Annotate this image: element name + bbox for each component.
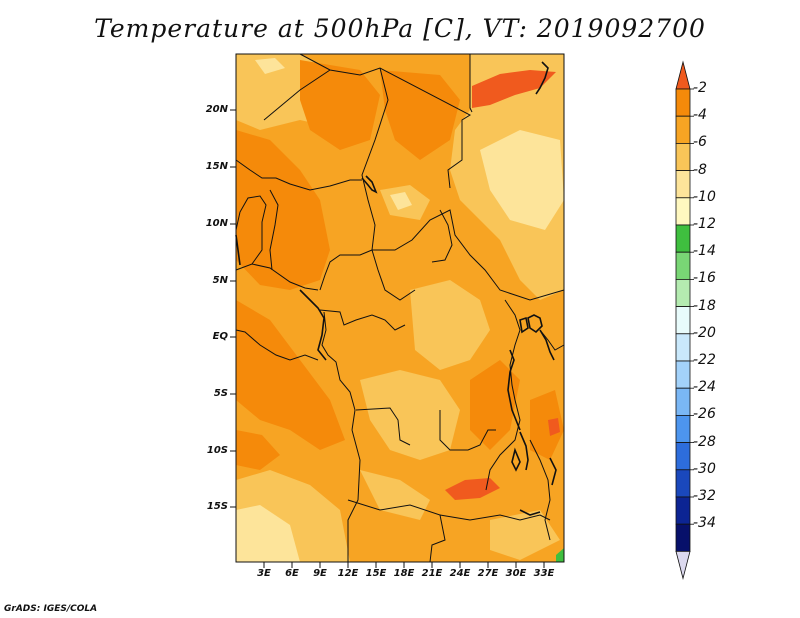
colorbar-swatch [675, 333, 691, 362]
colorbar-swatch [675, 360, 691, 389]
lon-label: 12E [337, 568, 359, 579]
lat-label: 15N [205, 161, 228, 172]
lat-label: 5N [212, 275, 228, 286]
lon-label: 33E [533, 568, 555, 579]
lat-label: 10S [206, 445, 228, 456]
lat-label: 15S [206, 501, 228, 512]
lat-label: EQ [212, 331, 228, 342]
colorbar-swatch [675, 88, 691, 117]
lon-label: 21E [421, 568, 443, 579]
temperature-region-green [556, 548, 564, 562]
lat-label: 10N [205, 218, 228, 229]
map-title: Temperature at 500hPa [C], VT: 201909270… [94, 14, 706, 43]
colorbar-swatch [675, 170, 691, 199]
colorbar-label: -22 [693, 352, 716, 368]
colorbar-swatch [675, 115, 691, 144]
lat-label: 5S [213, 388, 228, 399]
colorbar-bottom-triangle [675, 551, 691, 580]
temperature-regions-warm [236, 60, 564, 470]
colorbar-swatch [675, 251, 691, 280]
colorbar-swatch [675, 414, 691, 443]
country-borders [235, 53, 565, 563]
lon-label: 24E [449, 568, 471, 579]
credit-text: GrADS: IGES/COLA [4, 604, 98, 614]
colorbar-swatch [675, 224, 691, 253]
colorbar-swatch [675, 306, 691, 335]
colorbar-swatch [675, 496, 691, 525]
colorbar-swatch [675, 523, 691, 552]
colorbar-top-triangle [675, 60, 691, 90]
colorbar-label: -2 [693, 80, 707, 96]
lon-label: 18E [393, 568, 415, 579]
lat-tick-marks [230, 109, 236, 508]
colorbar-label: -10 [693, 188, 716, 205]
colorbar-label: -16 [693, 270, 716, 287]
colorbar-swatch [675, 442, 691, 471]
lat-label: 20N [205, 104, 228, 115]
colorbar-label: -12 [693, 216, 716, 232]
lon-label: 3E [257, 568, 271, 579]
colorbar-swatch [675, 197, 691, 226]
lon-label: 15E [365, 568, 387, 579]
colorbar-swatch [675, 469, 691, 498]
colorbar-label: -34 [693, 515, 716, 532]
lon-label: 27E [477, 568, 499, 579]
colorbar-swatch [675, 387, 691, 416]
colorbar-label: -4 [693, 107, 707, 124]
colorbar-label: -28 [693, 433, 716, 450]
colorbar-label: -32 [693, 488, 716, 504]
lon-label: 6E [285, 568, 299, 579]
colorbar-label: -8 [693, 161, 707, 178]
lon-label: 9E [313, 568, 327, 579]
colorbar-label: -18 [693, 297, 716, 314]
colorbar-label: -24 [693, 379, 716, 396]
colorbar-label: -6 [693, 134, 707, 151]
coastlines-and-lakes [235, 61, 557, 516]
temperature-regions-hot [445, 70, 560, 500]
colorbar-label: -30 [693, 460, 716, 477]
colorbar [675, 60, 694, 580]
colorbar-label: -26 [693, 406, 716, 423]
lon-tick-marks [263, 562, 545, 568]
map-frame [235, 53, 565, 563]
colorbar-label: -14 [693, 243, 716, 260]
colorbar-swatch [675, 278, 691, 307]
colorbar-label: -20 [693, 324, 716, 341]
lon-label: 30E [505, 568, 527, 579]
colorbar-swatch [675, 142, 691, 171]
temperature-regions-pale [236, 58, 564, 562]
